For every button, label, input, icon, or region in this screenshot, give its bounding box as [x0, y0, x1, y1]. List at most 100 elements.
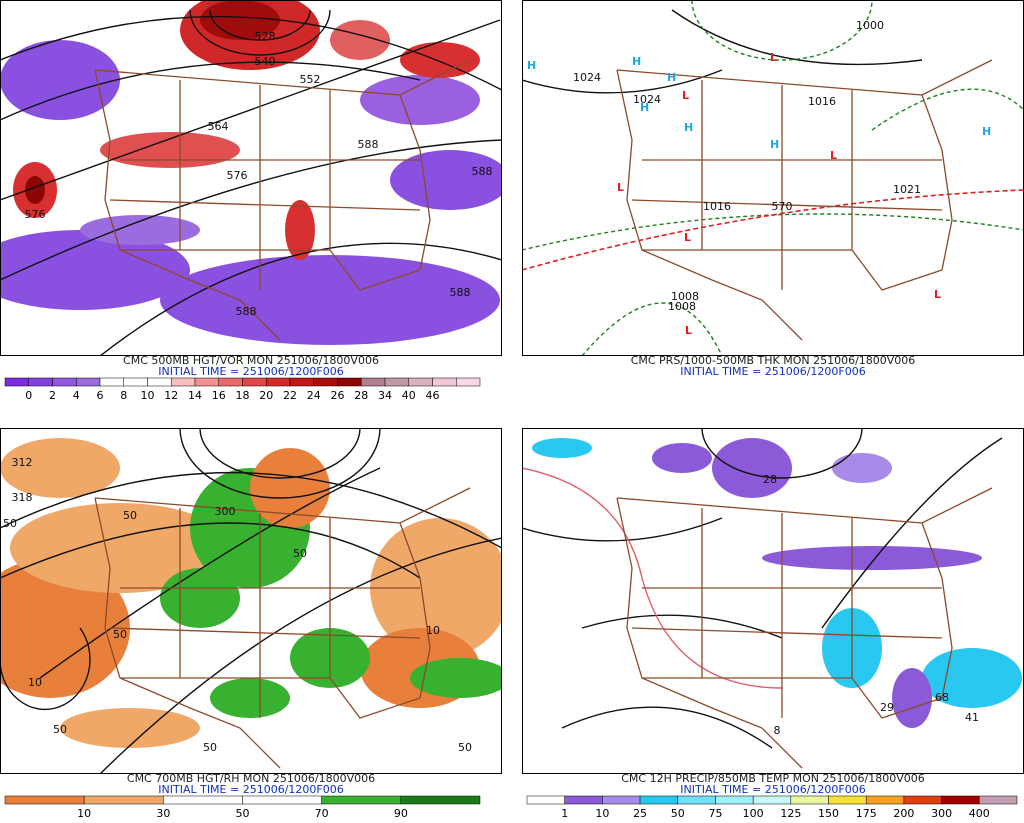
borders: [94, 59, 471, 341]
shaded-area: [160, 568, 240, 628]
contour: [671, 9, 923, 66]
colorbar-label: 0: [25, 389, 32, 402]
contour: [821, 437, 1003, 629]
colorbar-swatch: [266, 377, 291, 387]
panel: 528 540 552 564 576 576 588 588 588 588 CMC 500MB …: [0, 0, 502, 402]
contour-label: 588: [236, 305, 257, 318]
shaded-area: [200, 0, 280, 40]
colorbar-label: 10: [595, 807, 609, 819]
high-center: H: [770, 138, 779, 151]
contour-label: 29: [880, 701, 894, 714]
shaded-area: [892, 668, 932, 728]
low-center: L: [770, 51, 777, 64]
colorbar-swatch: [289, 377, 314, 387]
colorbar-label: 26: [331, 389, 345, 402]
colorbar-swatch: [52, 377, 77, 387]
contour-label: 1016: [703, 200, 731, 213]
shaded-area: [832, 453, 892, 483]
caption: CMC 500MB HGT/VOR MON 251006/1800V006: [123, 354, 379, 367]
colorbar-label: 100: [743, 807, 764, 819]
contour-label: 50: [3, 517, 17, 530]
low-center: L: [617, 181, 624, 194]
map-frame: [0, 0, 502, 356]
shaded-area: [60, 708, 200, 748]
initial-time: INITIAL TIME = 251006/1200F006: [680, 365, 865, 378]
colorbar-label: 34: [378, 389, 392, 402]
contour: [701, 428, 863, 479]
colorbar-label: 28: [354, 389, 368, 402]
panel: 28 29 68 8 41 CMC 12H PRECIP/850MB TEMP MON 2…: [522, 428, 1024, 820]
colorbar-label: 14: [188, 389, 202, 402]
contour-label: 540: [255, 55, 276, 68]
contour-label: 564: [208, 120, 229, 133]
colorbar-label: 50: [671, 807, 685, 819]
low-center: L: [682, 89, 689, 102]
colorbar-label: 6: [97, 389, 104, 402]
colorbar-swatch: [147, 377, 172, 387]
contour: [581, 614, 783, 639]
colorbar-swatch: [313, 377, 338, 387]
colorbar-swatch: [979, 795, 1018, 805]
shaded-area: [330, 20, 390, 60]
colorbar-swatch: [28, 377, 53, 387]
colorbar-label: 175: [856, 807, 877, 819]
colorbar-swatch: [242, 377, 267, 387]
high-center: H: [527, 59, 536, 72]
shaded-area: [400, 42, 480, 78]
colorbar-swatch: [400, 795, 481, 805]
contour-label: 576: [227, 169, 248, 182]
colorbar-label: 10: [141, 389, 155, 402]
contour-label: 588: [450, 286, 471, 299]
colorbar-label: 125: [780, 807, 801, 819]
contour-label: 312: [12, 456, 33, 469]
colorbar-swatch: [321, 795, 402, 805]
colorbar-swatch: [526, 795, 565, 805]
contour: [581, 302, 723, 356]
shaded-area: [410, 658, 502, 698]
colorbar-label: 75: [708, 807, 722, 819]
colorbar-label: 1: [561, 807, 568, 819]
contour: [0, 61, 421, 121]
colorbar-label: 400: [969, 807, 990, 819]
contour: [99, 537, 502, 774]
colorbar-label: 8: [120, 389, 127, 402]
shaded-area: [0, 438, 120, 498]
colorbar-label: 70: [315, 807, 329, 819]
shaded-area: [532, 438, 592, 458]
colorbar-swatch: [677, 795, 716, 805]
contour-label: 28: [763, 473, 777, 486]
shaded-area: [390, 150, 502, 210]
contour-label: 1008: [668, 300, 696, 313]
high-center: H: [667, 71, 676, 84]
contour: [99, 242, 502, 356]
contour-label: 1008: [671, 290, 699, 303]
shaded-area: [922, 648, 1022, 708]
contour-label: 50: [53, 723, 67, 736]
contour: [0, 19, 501, 201]
colorbar-swatch: [715, 795, 754, 805]
contour-label: 41: [965, 711, 979, 724]
contour: [189, 9, 331, 56]
contour: [209, 9, 311, 41]
colorbar-swatch: [4, 377, 29, 387]
colorbar-swatch: [163, 795, 243, 805]
initial-time: INITIAL TIME = 251006/1200F006: [158, 365, 343, 378]
contour-label: 1021: [893, 183, 921, 196]
shaded-area: [0, 558, 130, 698]
colorbar-swatch: [828, 795, 867, 805]
shaded-area: [80, 215, 200, 245]
colorbar-label: 200: [893, 807, 914, 819]
colorbar-label: 24: [307, 389, 321, 402]
colorbar-label: 40: [402, 389, 416, 402]
shaded-area: [25, 176, 45, 204]
colorbar-swatch: [361, 377, 386, 387]
contour-label: 552: [300, 73, 321, 86]
contour-label: 50: [203, 741, 217, 754]
colorbar-swatch: [76, 377, 101, 387]
colorbar-label: 25: [633, 807, 647, 819]
colorbar-swatch: [903, 795, 942, 805]
colorbar-swatch: [941, 795, 980, 805]
shaded-area: [652, 443, 712, 473]
shaded-area: [100, 132, 240, 168]
